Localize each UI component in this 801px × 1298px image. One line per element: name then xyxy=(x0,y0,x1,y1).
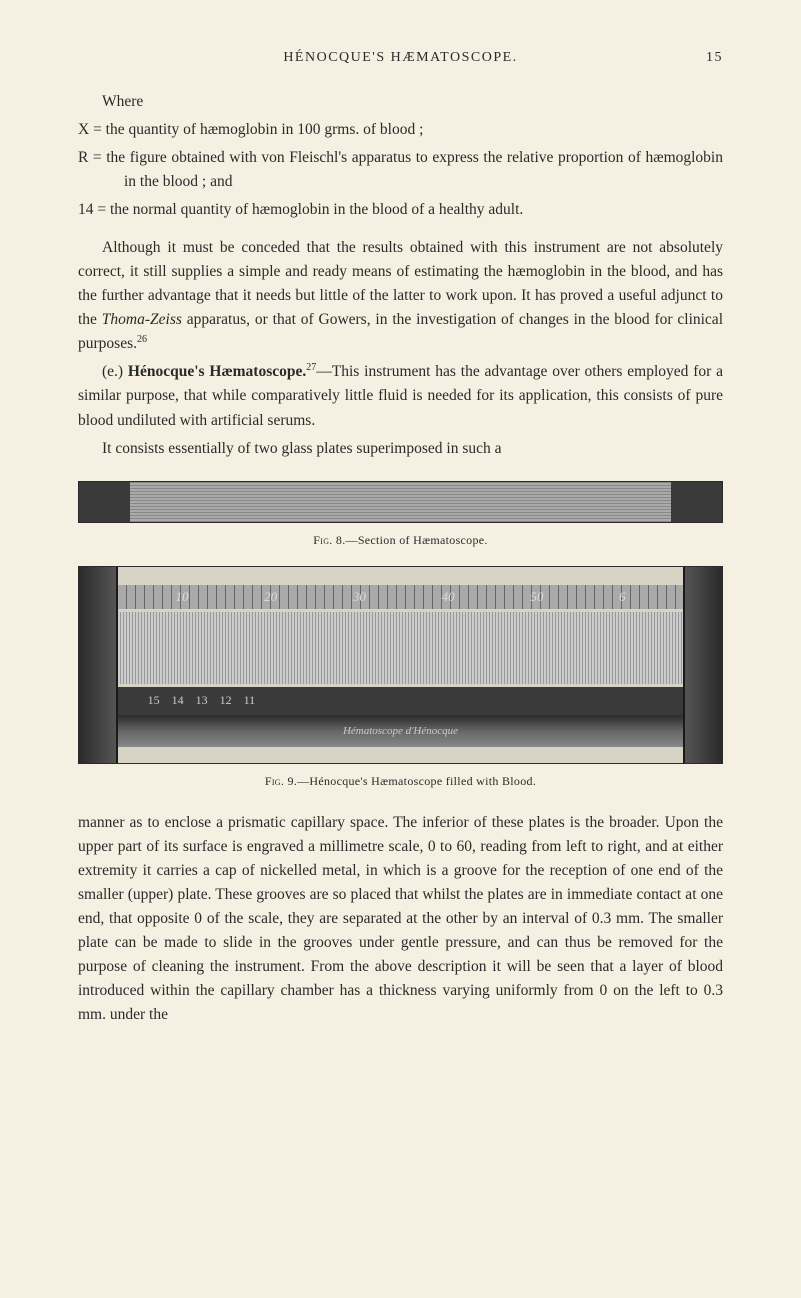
figure-9-bottom-label: Hématoscope d'Hénocque xyxy=(118,715,684,747)
fig8-caption-text: —Section of Hæmatoscope. xyxy=(346,533,488,547)
figure-9-caption: Fig. 9.—Hénocque's Hæmatoscope filled wi… xyxy=(78,774,723,789)
x-definition: X = the quantity of hæmoglobin in 100 gr… xyxy=(124,118,723,142)
fig9-label: Fig. 9. xyxy=(265,774,297,788)
henocque-bold: Hénocque's Hæmatoscope. xyxy=(128,363,306,380)
scale-50: 50 xyxy=(530,589,543,605)
lower-12: 12 xyxy=(220,693,232,708)
scale-6: 6 xyxy=(619,589,626,605)
where-label: Where xyxy=(78,90,723,114)
header-title: HÉNOCQUE'S HÆMATOSCOPE. xyxy=(108,50,693,66)
paragraph-4: manner as to enclose a prismatic capilla… xyxy=(78,811,723,1027)
lower-15: 15 xyxy=(148,693,160,708)
figure-9-image: 10 20 30 40 50 6 15 14 13 12 11 Hématosc… xyxy=(78,566,723,764)
thoma-zeiss-italic: Thoma-Zeiss xyxy=(102,311,182,328)
figure-9-grid xyxy=(118,612,684,684)
para2-e-label: (e.) xyxy=(102,363,128,380)
figure-9-left-side xyxy=(79,567,118,763)
figure-9-right-side xyxy=(683,567,722,763)
lower-14: 14 xyxy=(172,693,184,708)
page-number: 15 xyxy=(693,50,723,66)
paragraph-3: It consists essentially of two glass pla… xyxy=(78,437,723,461)
header-spacer xyxy=(78,50,108,66)
fig8-label: Fig. 8. xyxy=(313,533,345,547)
scale-20: 20 xyxy=(264,589,277,605)
fourteen-definition: 14 = the normal quantity of hæmoglobin i… xyxy=(124,198,723,222)
r-definition: R = the figure obtained with von Fleisch… xyxy=(124,146,723,194)
figure-9-lower-numbers: 15 14 13 12 11 xyxy=(118,687,684,715)
paragraph-1: Although it must be conceded that the re… xyxy=(78,236,723,356)
figure-9-scale: 10 20 30 40 50 6 xyxy=(118,585,684,609)
scale-40: 40 xyxy=(442,589,455,605)
lower-11: 11 xyxy=(244,693,256,708)
figure-8-caption: Fig. 8.—Section of Hæmatoscope. xyxy=(78,533,723,548)
paragraph-2: (e.) Hénocque's Hæmatoscope.27—This inst… xyxy=(78,360,723,432)
figure-8-container: Fig. 8.—Section of Hæmatoscope. 10 20 30… xyxy=(78,481,723,789)
footnote-26: 26 xyxy=(137,334,147,345)
figure-8-image xyxy=(78,481,723,523)
scale-10: 10 xyxy=(175,589,188,605)
footnote-27: 27 xyxy=(306,362,316,373)
fig9-caption-text: —Hénocque's Hæmatoscope filled with Bloo… xyxy=(297,774,536,788)
page-header: HÉNOCQUE'S HÆMATOSCOPE. 15 xyxy=(78,50,723,66)
scale-30: 30 xyxy=(353,589,366,605)
lower-13: 13 xyxy=(196,693,208,708)
